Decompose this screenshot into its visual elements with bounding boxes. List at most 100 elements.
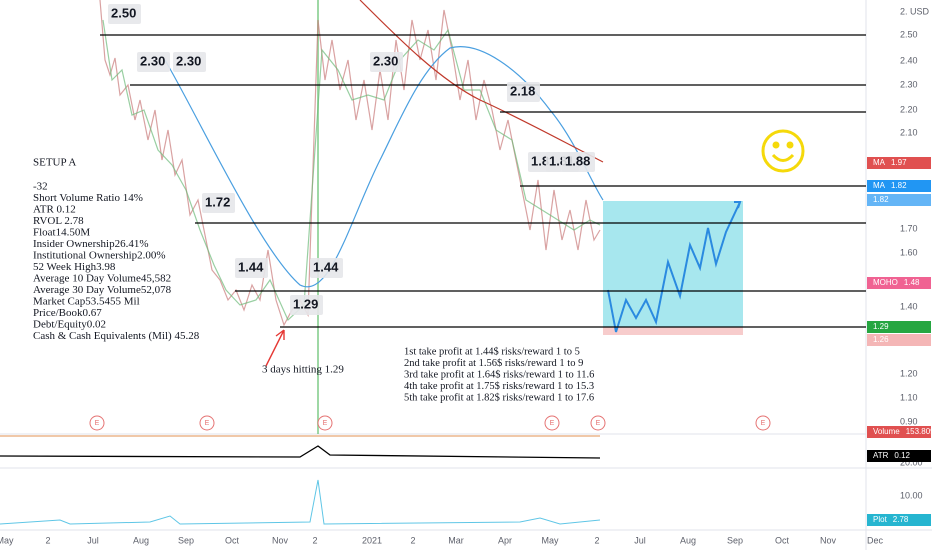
price-badge bbox=[867, 157, 931, 169]
time-axis-label: Nov bbox=[272, 535, 289, 545]
setup-line: Debt/Equity0.02 bbox=[33, 319, 106, 331]
earnings-icon bbox=[590, 415, 606, 431]
price-badge bbox=[867, 514, 931, 526]
price-badge-text: Plot 2.78 bbox=[873, 515, 909, 524]
price-badge-text: MOHO 1.48 bbox=[873, 278, 920, 287]
badge-value: 0.12 bbox=[894, 451, 910, 460]
price-badge bbox=[867, 277, 931, 289]
time-axis-label: Sep bbox=[178, 535, 194, 545]
price-axis-label: 2.30 bbox=[900, 79, 918, 89]
time-axis-label: Oct bbox=[775, 535, 790, 545]
time-axis-label: Nov bbox=[820, 535, 837, 545]
projection-arrow bbox=[734, 201, 742, 209]
setup-line: SETUP A bbox=[33, 157, 76, 169]
levels bbox=[100, 34, 866, 328]
note-line: 1st take profit at 1.44$ risks/reward 1 … bbox=[404, 346, 580, 357]
price-badge bbox=[867, 334, 931, 346]
badge-value: 1.26 bbox=[873, 335, 889, 344]
time-axis-label: 2 bbox=[594, 535, 599, 545]
earnings-icon bbox=[89, 415, 105, 431]
price-axis-label: 1.40 bbox=[900, 301, 918, 311]
price-candles bbox=[99, 0, 601, 327]
setup-line: ATR 0.12 bbox=[33, 204, 76, 216]
level-tag: 2.30 bbox=[176, 53, 201, 68]
setup-line: Insider Ownership26.41% bbox=[33, 238, 148, 250]
badge-name: Volume bbox=[873, 427, 900, 436]
annotation: 3 days hitting 1.29 bbox=[262, 364, 344, 376]
plot-line bbox=[0, 479, 601, 525]
level-tag: 1.29 bbox=[293, 296, 318, 311]
lower-axis-label: 20.00 bbox=[900, 457, 923, 467]
price-badge bbox=[867, 426, 931, 438]
arrow bbox=[265, 329, 285, 367]
level-tag-bg bbox=[173, 52, 206, 72]
badge-name: MA bbox=[873, 158, 886, 167]
price-badge bbox=[867, 321, 931, 333]
setup-line: Average 10 Day Volume45,582 bbox=[33, 273, 171, 285]
badge-value: 1.48 bbox=[904, 278, 920, 287]
setup-line: Price/Book0.67 bbox=[33, 307, 102, 319]
price-badge-text: MA 1.97 bbox=[873, 158, 907, 167]
level-tag-bg bbox=[202, 193, 235, 213]
level-tag: 1.44 bbox=[313, 259, 339, 274]
badge-name: Plot bbox=[873, 515, 888, 524]
badge-value: 153.809K bbox=[906, 427, 932, 436]
atr-line bbox=[0, 445, 601, 459]
projection-path bbox=[607, 201, 741, 333]
price-badge-text: 1.82 bbox=[873, 195, 889, 204]
time-axis-label: Dec bbox=[867, 535, 884, 545]
level-tag: 2.50 bbox=[111, 5, 136, 20]
price-axis-label: 2.10 bbox=[900, 127, 918, 137]
level-tag-bg bbox=[137, 52, 170, 72]
time-axis-label: Oct bbox=[225, 535, 240, 545]
badge-name: MA bbox=[873, 181, 886, 190]
earnings-label: E bbox=[550, 420, 555, 427]
price-axis-label: 2.50 bbox=[900, 29, 918, 39]
earnings-icon bbox=[317, 415, 333, 431]
setup-line: Float14.50M bbox=[33, 227, 90, 239]
price-badge bbox=[867, 194, 931, 206]
earnings-label: E bbox=[95, 420, 100, 427]
setup-line: 52 Week High3.98 bbox=[33, 261, 116, 273]
time-axis-label: May bbox=[541, 535, 559, 545]
price-axis-label: 2.20 bbox=[900, 104, 918, 114]
setup-line: -32 bbox=[33, 181, 48, 193]
price-badge bbox=[867, 450, 931, 462]
setup-line: RVOL 2.78 bbox=[33, 215, 84, 227]
level-tag: 2.30 bbox=[140, 53, 165, 68]
price-badge-text: 1.26 bbox=[873, 335, 889, 344]
time-axis-label: 2 bbox=[312, 535, 317, 545]
price-axis-label: 1.60 bbox=[900, 247, 918, 257]
time-axis-label: Aug bbox=[133, 535, 149, 545]
price-axis-label: 2.40 bbox=[900, 55, 918, 65]
lower-axis-label: 10.00 bbox=[900, 490, 923, 500]
price-axis-label: 1.10 bbox=[900, 392, 918, 402]
level-tag: 2.30 bbox=[373, 53, 398, 68]
level-tag: 1.72 bbox=[205, 194, 230, 209]
time-axis-label: Mar bbox=[448, 535, 464, 545]
earnings-icon bbox=[199, 415, 215, 431]
earnings-icon bbox=[544, 415, 560, 431]
time-axis-label: Jul bbox=[634, 535, 646, 545]
badge-value: 2.78 bbox=[893, 515, 909, 524]
setup-line: Average 30 Day Volume52,078 bbox=[33, 284, 172, 296]
setup-line: Cash & Cash Equivalents (Mil) 45.28 bbox=[33, 330, 200, 342]
earnings-label: E bbox=[205, 420, 210, 427]
time-axis-label: Sep bbox=[727, 535, 743, 545]
ma-line-blue bbox=[164, 46, 604, 288]
setup-line: Institutional Ownership2.00% bbox=[33, 250, 166, 262]
price-badge-text: Volume 153.809K bbox=[873, 427, 932, 436]
level-tag-bg bbox=[310, 258, 343, 278]
earnings-label: E bbox=[596, 420, 601, 427]
price-badge-text: MA 1.82 bbox=[873, 181, 907, 190]
price-axis-label: 2. USD bbox=[900, 6, 930, 16]
note-line: 5th take profit at 1.82$ risks/reward 1 … bbox=[404, 392, 594, 403]
level-tag: 1.88 bbox=[565, 153, 590, 168]
time-axis-label: Aug bbox=[680, 535, 696, 545]
setup-line: Short Volume Ratio 14% bbox=[33, 192, 143, 204]
price-badge bbox=[867, 180, 931, 192]
time-axis-label: Jul bbox=[87, 535, 99, 545]
note-line: 3rd take profit at 1.64$ risks/reward 1 … bbox=[404, 369, 594, 380]
earnings-label: E bbox=[761, 420, 766, 427]
